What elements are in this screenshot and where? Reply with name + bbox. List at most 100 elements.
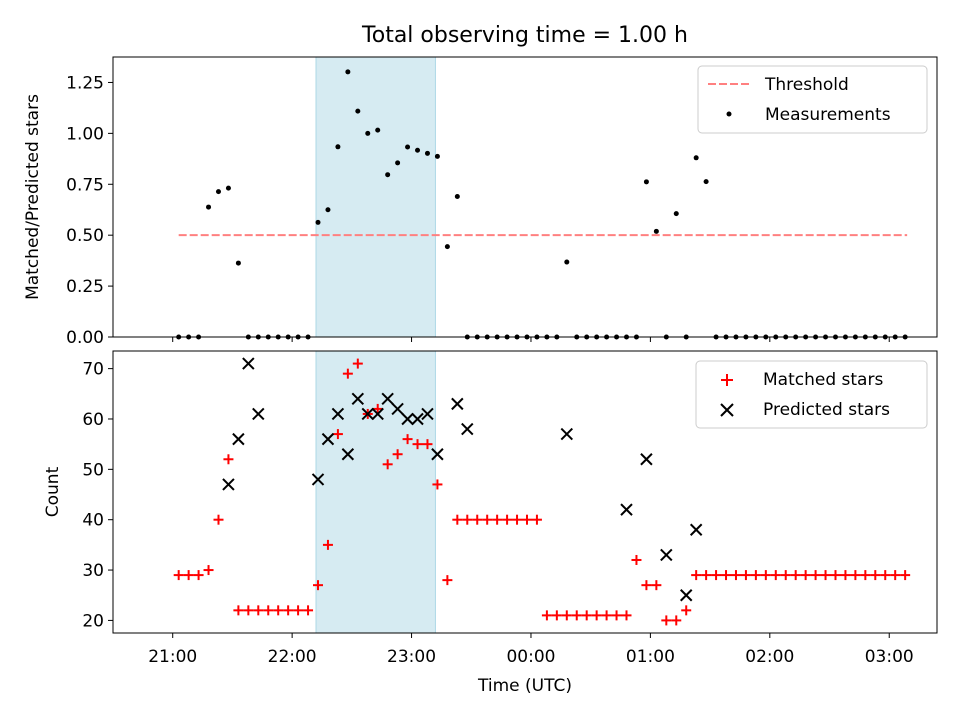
matched-star-point xyxy=(691,570,702,581)
matched-star-point xyxy=(502,514,513,525)
matched-star-point xyxy=(243,605,254,616)
predicted-star-point xyxy=(232,432,245,446)
measurement-point xyxy=(434,153,440,159)
matched-star-point xyxy=(322,539,333,550)
matched-star-point xyxy=(571,610,582,621)
matched-star-point xyxy=(352,358,363,369)
matched-star-point xyxy=(521,514,532,525)
matched-star-point xyxy=(472,514,483,525)
predicted-star-point xyxy=(361,407,374,421)
bottom-legend: Matched stars Predicted stars xyxy=(695,360,928,429)
legend-matched-marker xyxy=(721,374,733,386)
bottom-y-axis-ticks: 20 30 40 50 60 70 xyxy=(82,360,113,631)
predicted-star-point xyxy=(331,407,345,421)
predicted-star-point xyxy=(461,422,474,436)
measurement-point xyxy=(643,179,649,185)
x-tick-label: 01:00 xyxy=(626,647,675,667)
measurement-point xyxy=(703,179,709,185)
y-tick-label: 60 xyxy=(82,410,104,430)
matched-star-point xyxy=(701,570,712,581)
measurement-point xyxy=(345,69,351,75)
chart-title: Total observing time = 1.00 h xyxy=(361,23,688,48)
predicted-star-point xyxy=(689,523,703,536)
matched-star-point xyxy=(183,570,194,581)
matched-star-point xyxy=(810,570,821,581)
bottom-x-axis-ticks: 21:00 22:00 23:00 00:00 01:00 02:00 03:00 xyxy=(148,633,914,667)
predicted-star-point xyxy=(451,397,464,411)
matched-star-point xyxy=(820,570,831,581)
y-tick-label: 0.25 xyxy=(66,277,104,297)
x-axis-label: Time (UTC) xyxy=(477,676,572,696)
ratio-panel: 0.00 0.25 0.50 0.75 1.00 1.25 Matched/Predict… xyxy=(23,56,938,348)
measurement-point xyxy=(325,207,331,213)
matched-star-point xyxy=(402,434,413,445)
legend-predicted-label: Predicted stars xyxy=(763,400,890,420)
measurement-point xyxy=(653,228,659,234)
matched-star-point xyxy=(711,570,722,581)
measurement-point xyxy=(424,150,430,156)
predicted-star-point xyxy=(391,402,404,416)
matched-star-point xyxy=(730,570,741,581)
measurement-point xyxy=(215,189,221,195)
x-tick-label: 02:00 xyxy=(745,647,794,667)
matched-star-point xyxy=(372,403,383,414)
x-tick-label: 22:00 xyxy=(268,647,317,667)
measurement-point xyxy=(693,155,699,161)
measurement-point xyxy=(206,204,212,210)
matched-star-point xyxy=(721,570,732,581)
measurement-point xyxy=(673,211,679,217)
predicted-star-point xyxy=(620,503,633,516)
legend-measurements-label: Measurements xyxy=(765,105,891,125)
matched-star-point xyxy=(462,514,473,525)
count-panel: 20 30 40 50 60 70 21:00 22:00 23:00 00:00 01:00 02… xyxy=(43,350,938,696)
matched-star-point xyxy=(432,479,443,490)
top-y-axis-label: Matched/Predicted stars xyxy=(23,94,43,300)
matched-star-point xyxy=(233,605,244,616)
y-tick-label: 1.25 xyxy=(66,73,104,93)
predicted-star-point xyxy=(421,407,434,421)
matched-star-point xyxy=(412,439,423,450)
x-tick-label: 21:00 xyxy=(148,647,197,667)
matched-star-point xyxy=(293,605,304,616)
measurement-point xyxy=(355,108,361,114)
matched-star-point xyxy=(800,570,811,581)
measurement-point xyxy=(235,260,241,266)
measurement-point xyxy=(225,185,231,191)
predicted-star-point xyxy=(431,448,444,461)
measurement-point xyxy=(395,160,401,166)
top-x-axis-ticks xyxy=(172,337,890,342)
matched-star-point xyxy=(830,570,841,581)
predicted-star-point xyxy=(401,412,414,426)
matched-star-point xyxy=(512,514,523,525)
bottom-y-axis-label: Count xyxy=(43,466,63,517)
matched-star-point xyxy=(900,570,911,581)
matched-star-point xyxy=(193,570,204,581)
measurement-point xyxy=(315,219,321,225)
matched-star-point xyxy=(482,514,493,525)
matched-star-point xyxy=(681,605,692,616)
predicted-star-point xyxy=(351,392,365,406)
matched-star-point xyxy=(890,570,901,581)
x-tick-label: 00:00 xyxy=(506,647,555,667)
measurement-point xyxy=(454,193,460,199)
measurement-point xyxy=(415,147,421,153)
matched-star-point xyxy=(303,605,314,616)
matched-star-point xyxy=(283,605,294,616)
matched-star-point xyxy=(581,610,592,621)
predicted-star-points xyxy=(222,357,703,602)
predicted-star-point xyxy=(252,407,265,421)
predicted-star-point xyxy=(680,589,693,602)
predicted-star-point xyxy=(341,448,355,461)
legend-threshold-label: Threshold xyxy=(764,75,849,95)
matched-star-point xyxy=(492,514,503,525)
measurement-point xyxy=(365,130,371,136)
legend-matched-label: Matched stars xyxy=(763,370,883,390)
measurement-point xyxy=(375,127,381,133)
matched-star-point xyxy=(173,570,184,581)
matched-star-point xyxy=(541,610,552,621)
predicted-star-point xyxy=(311,473,325,486)
matched-star-point xyxy=(661,615,672,626)
matched-star-point xyxy=(591,610,602,621)
matched-star-points xyxy=(173,358,911,626)
